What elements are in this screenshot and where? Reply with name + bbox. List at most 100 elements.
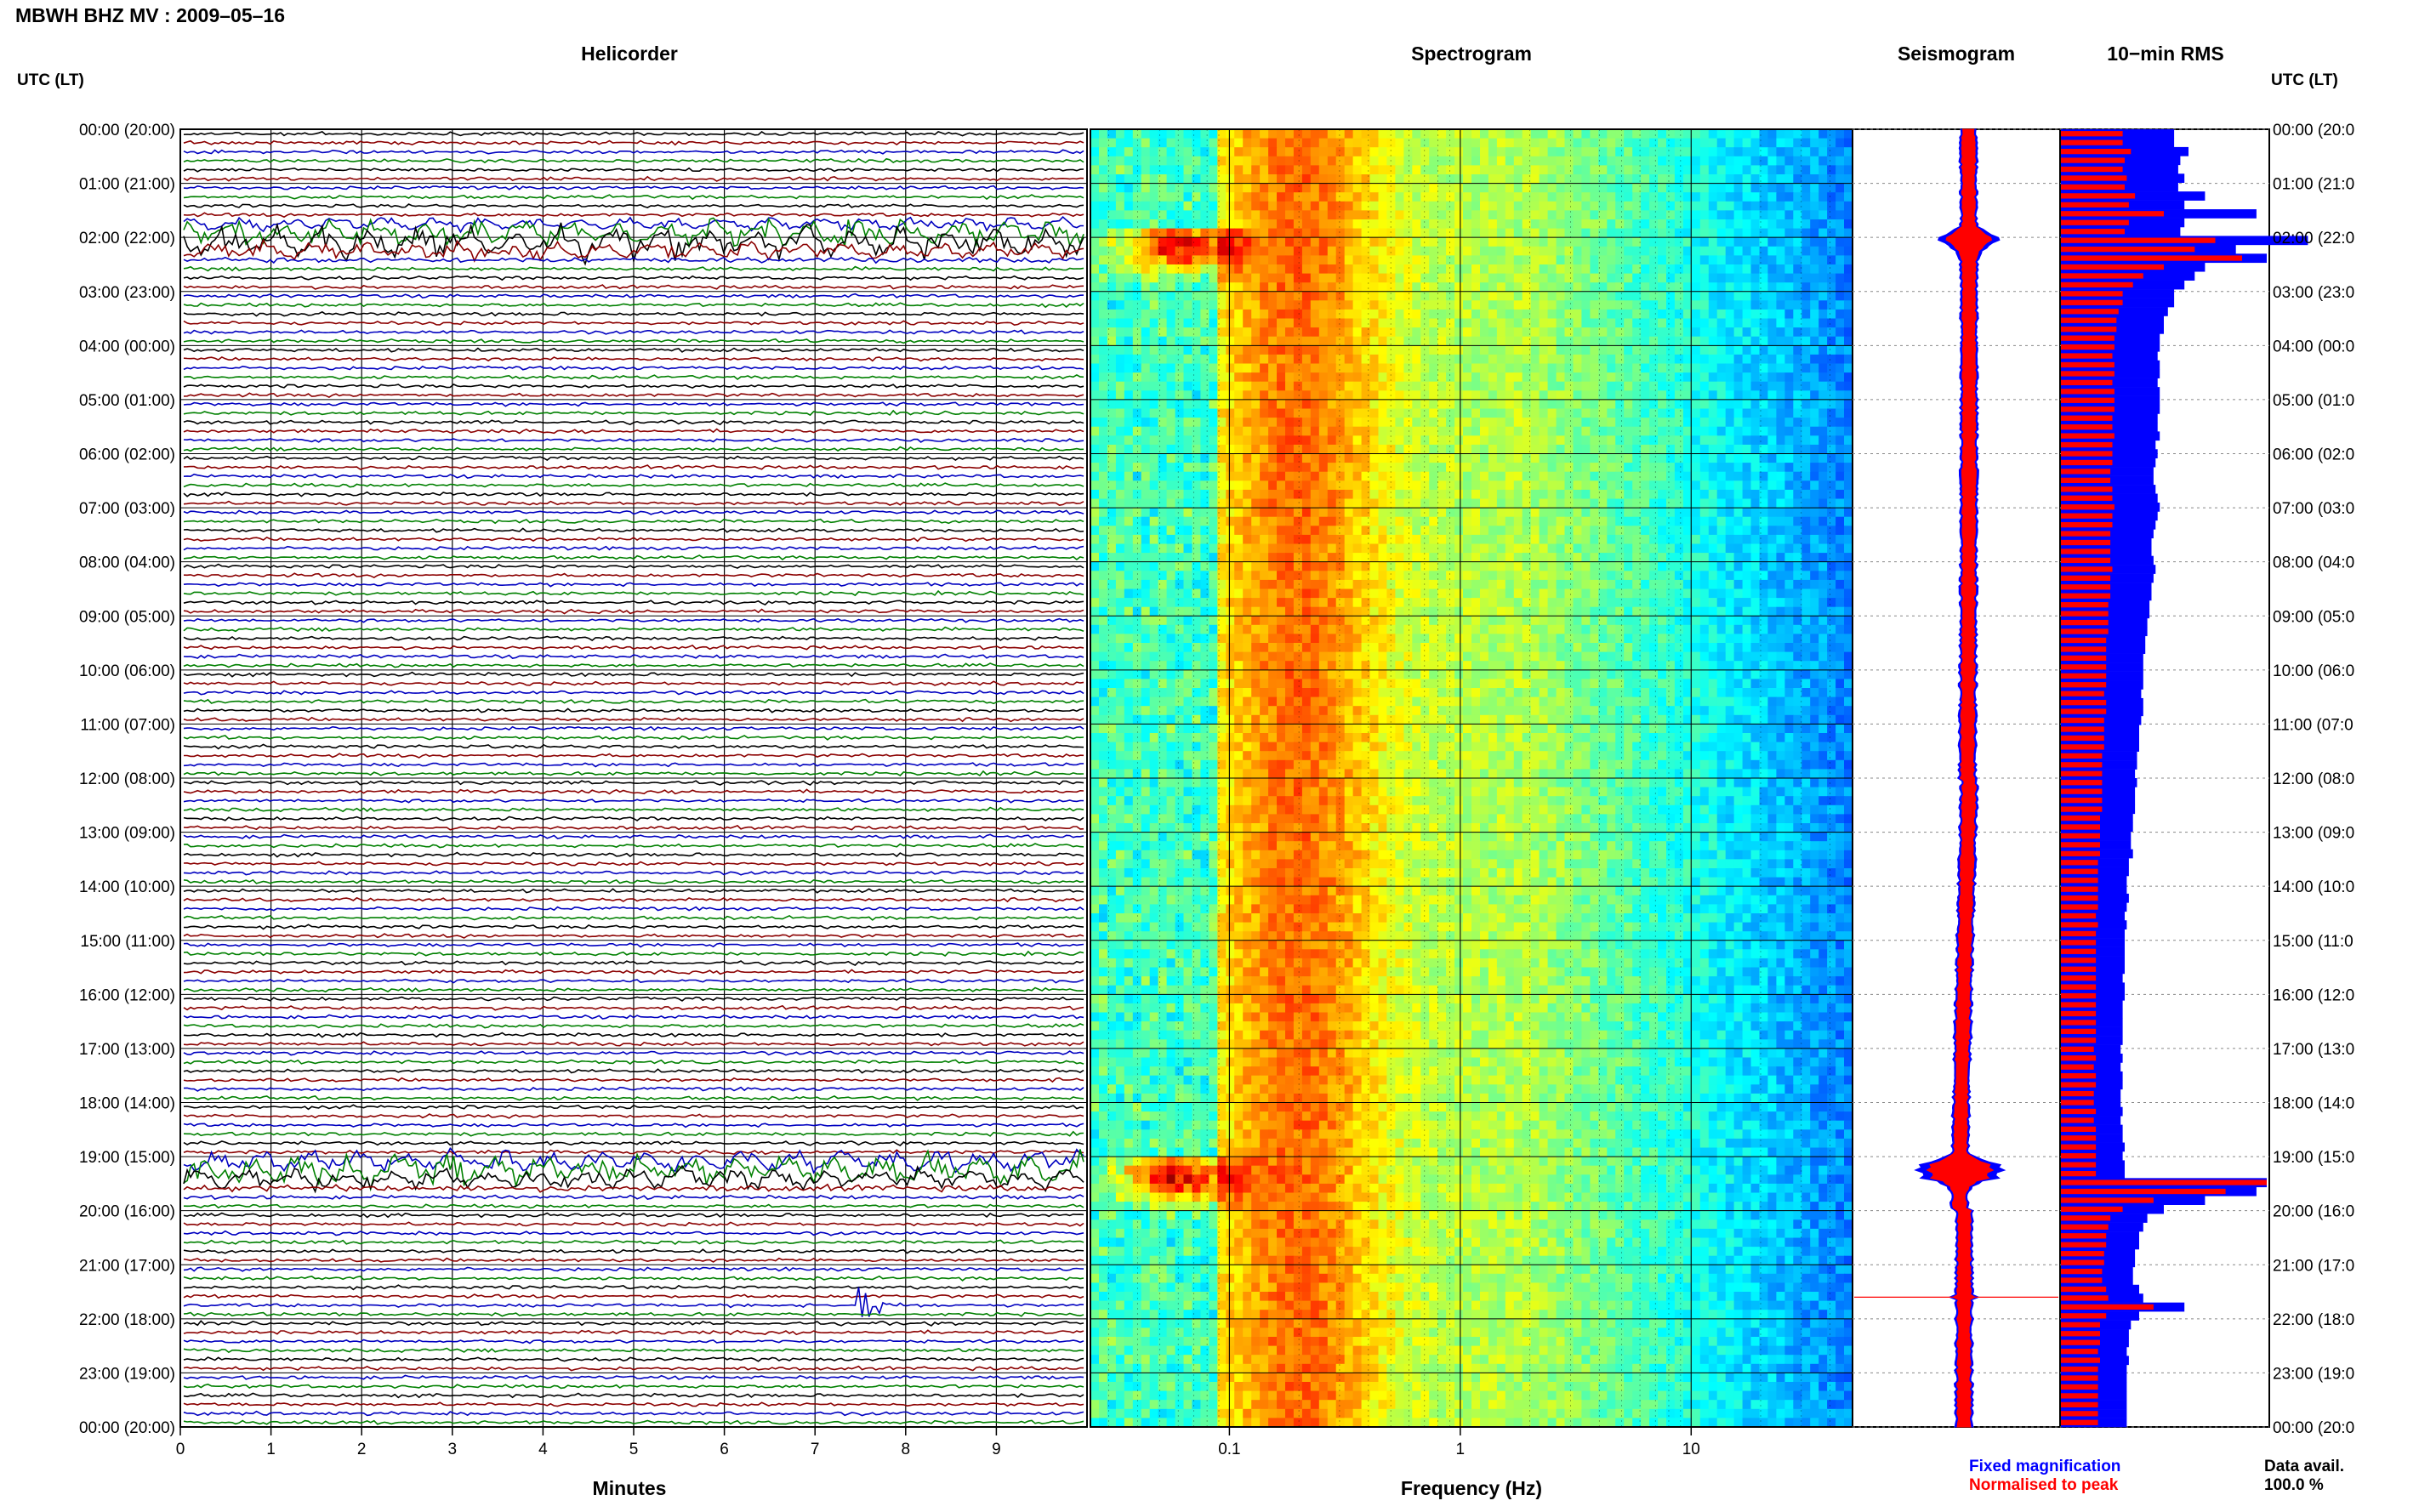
spectrogram-cell <box>1463 526 1472 536</box>
spectrogram-cell <box>1149 418 1159 428</box>
spectrogram-cell <box>1200 444 1210 455</box>
spectrogram-cell <box>1454 291 1464 301</box>
spectrogram-cell <box>1513 345 1523 355</box>
spectrogram-cell <box>1369 147 1380 157</box>
spectrogram-cell <box>1530 246 1540 256</box>
spectrogram-cell <box>1699 300 1710 310</box>
spectrogram-cell <box>1641 408 1650 418</box>
spectrogram-cell <box>1268 354 1278 365</box>
spectrogram-cell <box>1141 318 1151 328</box>
spectrogram-cell <box>1192 264 1202 275</box>
spectrogram-cell <box>1632 579 1642 590</box>
spectrogram-cell <box>1649 453 1659 463</box>
spectrogram-cell <box>1166 588 1176 599</box>
spectrogram-cell <box>1277 579 1286 590</box>
spectrogram-cell <box>1708 372 1718 383</box>
spectrogram-cell <box>1674 553 1684 563</box>
spectrogram-cell <box>1488 354 1498 365</box>
spectrogram-cell <box>1564 426 1574 436</box>
spectrogram-cell <box>1480 264 1489 275</box>
spectrogram-cell <box>1784 273 1794 283</box>
spectrogram-cell <box>1243 606 1252 617</box>
spectrogram-cell <box>1437 553 1447 563</box>
spectrogram-cell <box>1446 291 1455 301</box>
spectrogram-cell <box>1674 489 1684 500</box>
spectrogram-cell <box>1277 543 1286 554</box>
spectrogram-cell <box>1437 426 1447 436</box>
spectrogram-cell <box>1819 354 1828 365</box>
spectrogram-cell <box>1200 156 1210 166</box>
helicorder-trace <box>183 446 1084 452</box>
spectrogram-cell <box>1344 309 1354 320</box>
spectrogram-cell <box>1836 372 1845 383</box>
spectrogram-cell <box>1767 453 1777 463</box>
spectrogram-cell <box>1200 228 1210 238</box>
spectrogram-cell <box>1132 598 1142 608</box>
spectrogram-cell <box>1107 399 1117 410</box>
spectrogram-cell <box>1344 138 1354 148</box>
spectrogram-cell <box>1691 543 1701 554</box>
spectrogram-cell <box>1539 571 1549 581</box>
spectrogram-cell <box>1767 192 1777 202</box>
spectrogram-cell <box>1556 498 1566 509</box>
spectrogram-cell <box>1699 435 1710 446</box>
spectrogram-cell <box>1666 480 1676 491</box>
spectrogram-cell <box>1607 300 1616 310</box>
spectrogram-cell <box>1793 553 1802 563</box>
spectrogram-cell <box>1658 453 1667 463</box>
spectrogram-cell <box>1581 174 1591 185</box>
spectrogram-cell <box>1158 219 1168 230</box>
spectrogram-cell <box>1624 399 1633 410</box>
spectrogram-cell <box>1361 489 1371 500</box>
spectrogram-cell <box>1192 318 1202 328</box>
spectrogram-cell <box>1505 192 1515 202</box>
spectrogram-cell <box>1327 526 1337 536</box>
spectrogram-cell <box>1488 228 1498 238</box>
spectrogram-cell <box>1361 129 1371 139</box>
spectrogram-cell <box>1624 579 1633 590</box>
helicorder-trace <box>183 924 1084 930</box>
spectrogram-cell <box>1607 165 1616 175</box>
spectrogram-cell <box>1666 210 1676 220</box>
spectrogram-cell <box>1793 598 1802 608</box>
spectrogram-cell <box>1793 165 1802 175</box>
spectrogram-cell <box>1716 426 1727 436</box>
spectrogram-cell <box>1742 534 1752 545</box>
spectrogram-cell <box>1361 210 1371 220</box>
spectrogram-cell <box>1759 444 1769 455</box>
spectrogram-cell <box>1115 606 1125 617</box>
spectrogram-cell <box>1335 463 1346 473</box>
spectrogram-cell <box>1420 606 1430 617</box>
spectrogram-cell <box>1277 336 1286 346</box>
spectrogram-cell <box>1344 282 1354 293</box>
spectrogram-cell <box>1708 354 1718 365</box>
spectrogram-cell <box>1124 516 1134 526</box>
spectrogram-cell <box>1615 579 1625 590</box>
spectrogram-cell <box>1107 453 1117 463</box>
spectrogram-cell <box>1352 526 1363 536</box>
spectrogram-cell <box>1750 192 1761 202</box>
spectrogram-cell <box>1352 291 1363 301</box>
spectrogram-cell <box>1352 508 1363 518</box>
spectrogram-cell <box>1395 219 1404 230</box>
spectrogram-cell <box>1624 237 1633 247</box>
spectrogram-cell <box>1674 516 1684 526</box>
spectrogram-cell <box>1547 282 1557 293</box>
spectrogram-cell <box>1716 255 1727 265</box>
spectrogram-cell <box>1226 129 1235 139</box>
spectrogram-cell <box>1658 480 1667 491</box>
spectrogram-cell <box>1132 418 1142 428</box>
spectrogram-cell <box>1429 508 1438 518</box>
helicorder-trace <box>183 130 1084 137</box>
spectrogram-cell <box>1158 228 1168 238</box>
spectrogram-cell <box>1725 526 1735 536</box>
spectrogram-cell <box>1733 444 1744 455</box>
spectrogram-cell <box>1615 453 1625 463</box>
spectrogram-cell <box>1437 463 1447 473</box>
spectrogram-cell <box>1590 426 1599 436</box>
spectrogram-cell <box>1759 174 1769 185</box>
spectrogram-cell <box>1115 147 1125 157</box>
spectrogram-cell <box>1260 526 1269 536</box>
spectrogram-cell <box>1658 588 1667 599</box>
spectrogram-cell <box>1819 372 1828 383</box>
